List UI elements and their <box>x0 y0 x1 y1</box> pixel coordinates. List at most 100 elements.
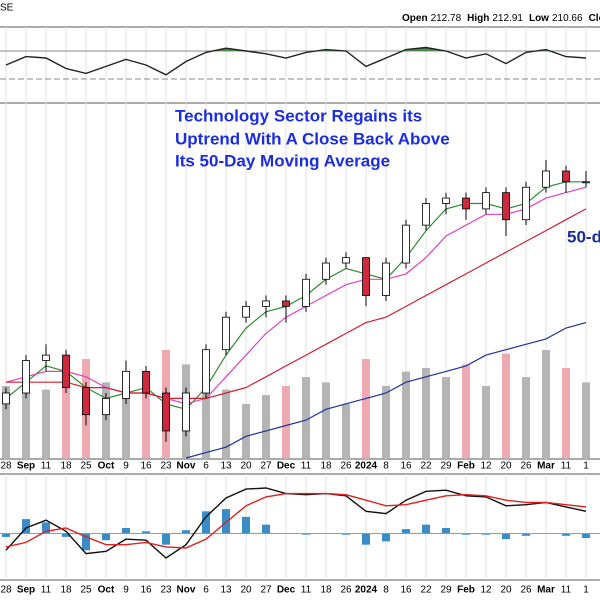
candle-body <box>522 186 530 221</box>
volume-bar <box>522 377 530 458</box>
candle-body <box>462 197 470 210</box>
histogram-bar <box>222 509 230 534</box>
histogram-bar <box>422 524 430 534</box>
x-tick-label: 23 <box>160 585 172 596</box>
header-value: 212.91 <box>492 13 523 24</box>
x-tick-label: 11 <box>561 585 572 596</box>
volume-bar <box>202 377 210 458</box>
x-tick-label: 27 <box>260 461 272 472</box>
x-tick-label: 11 <box>301 461 312 472</box>
annotation-line: Technology Sector Regains its <box>175 106 422 125</box>
x-tick-label: 26 <box>340 585 352 596</box>
annotation-line: Its 50-Day Moving Average <box>175 151 390 170</box>
x-tick-label: 20 <box>500 461 512 472</box>
x-tick-label: 25 <box>80 461 92 472</box>
volume-bar <box>322 382 330 458</box>
candle-body <box>542 170 550 188</box>
volume-bar <box>282 386 290 458</box>
histogram-bar <box>102 533 110 541</box>
x-tick-label: 22 <box>420 461 432 472</box>
candle-body <box>222 316 230 351</box>
x-tick-label: 18 <box>60 585 72 596</box>
candle-body <box>142 370 150 394</box>
x-tick-label: 22 <box>420 585 432 596</box>
histogram-bar <box>82 533 90 551</box>
histogram-bar <box>362 533 370 545</box>
candle-body <box>62 354 70 389</box>
histogram-bar <box>62 533 70 537</box>
candle-body <box>82 387 90 416</box>
x-tick-label: 26 <box>520 585 532 596</box>
x-tick-label: 1 <box>583 461 589 472</box>
candle-body <box>162 392 170 432</box>
volume-bar <box>482 386 490 458</box>
moving-average <box>5 186 587 405</box>
histogram-bar <box>122 528 130 534</box>
x-tick-label: 18 <box>320 461 332 472</box>
histogram-bar <box>22 519 30 534</box>
volume-bar <box>2 386 10 458</box>
x-tick-label: Oct <box>98 461 115 472</box>
candle-body <box>382 262 390 296</box>
x-tick-label: Feb <box>457 585 475 596</box>
candle-body <box>262 300 270 307</box>
x-tick-label: Sep <box>17 585 35 596</box>
x-tick-label: 18 <box>320 585 332 596</box>
histogram-bar <box>242 516 250 534</box>
x-tick-label: 16 <box>400 585 412 596</box>
x-tick-label: 16 <box>140 585 152 596</box>
volume-bar <box>142 386 150 458</box>
candle-body <box>122 370 130 399</box>
volume-bar <box>562 368 570 458</box>
header-label: High <box>467 13 489 24</box>
x-tick-label: Sep <box>17 461 35 472</box>
x-tick-label: Feb <box>457 461 475 472</box>
candle-body <box>302 278 310 307</box>
histogram-bar <box>562 533 570 536</box>
header-value: 212.78 <box>431 13 462 24</box>
x-tick-label: 13 <box>220 585 232 596</box>
volume-bar <box>102 382 110 458</box>
histogram-bar <box>202 511 210 534</box>
header-label: Open <box>402 13 428 24</box>
candle-body <box>342 257 350 264</box>
x-tick-label: 13 <box>220 461 232 472</box>
x-tick-label: 23 <box>160 461 172 472</box>
volume-bar <box>122 371 130 458</box>
histogram-bar <box>142 531 150 534</box>
x-tick-label: Dec <box>277 461 296 472</box>
x-tick-label: 29 <box>440 585 452 596</box>
candle-body <box>42 354 50 361</box>
histogram-bar <box>582 533 590 538</box>
x-tick-label: 25 <box>80 585 92 596</box>
x-tick-label: 12 <box>480 461 492 472</box>
histogram-bar <box>42 522 50 534</box>
volume-bar <box>542 350 550 458</box>
histogram-bar <box>382 533 390 542</box>
x-tick-label: 11 <box>301 585 312 596</box>
volume-bar <box>382 386 390 458</box>
candle-body <box>2 392 10 405</box>
candle-body <box>362 257 370 296</box>
candle-body <box>242 305 250 318</box>
volume-bar <box>22 377 30 458</box>
x-tick-label: 11 <box>41 585 52 596</box>
histogram-bar <box>502 533 510 540</box>
histogram-bar <box>2 533 10 537</box>
volume-bar <box>242 404 250 458</box>
candle-body <box>282 300 290 307</box>
x-tick-label: 8 <box>383 461 389 472</box>
volume-bar <box>262 395 270 458</box>
candle-body <box>442 197 450 204</box>
x-tick-label: 8 <box>383 585 389 596</box>
x-tick-label: 26 <box>340 461 352 472</box>
volume-bar <box>222 389 230 458</box>
histogram-bar <box>442 528 450 534</box>
candle-body <box>102 398 110 416</box>
x-tick-label: 20 <box>500 585 512 596</box>
x-tick-label: 1 <box>583 585 589 596</box>
histogram-bar <box>462 533 470 535</box>
candle-body <box>422 203 430 226</box>
